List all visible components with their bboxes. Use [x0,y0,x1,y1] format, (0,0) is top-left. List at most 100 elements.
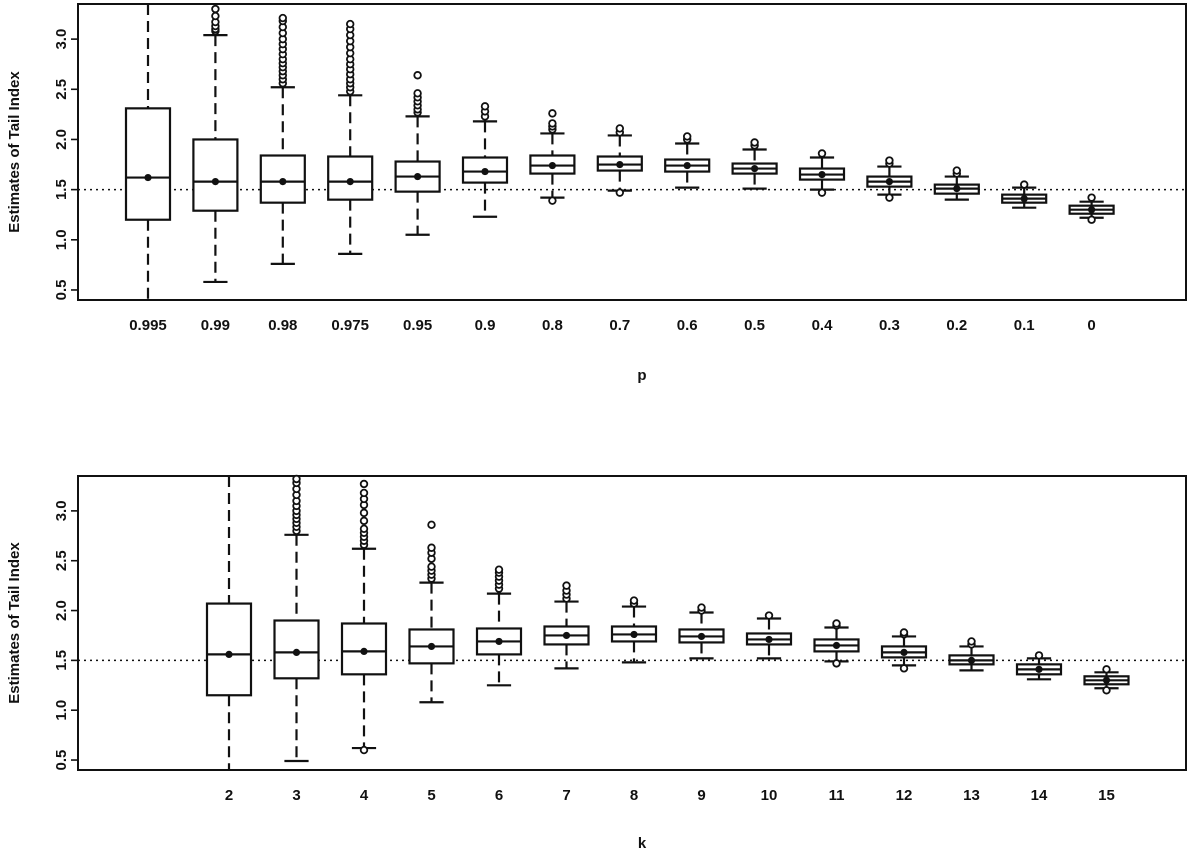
outlier-point [548,119,557,128]
y-tick-label: 3.0 [53,500,70,521]
outlier-point [548,196,557,205]
outlier-point [1034,651,1044,660]
y-axis-title: Estimates of Tail Index [6,542,23,704]
outlier-point [899,664,909,673]
x-tick-label: 2 [225,787,233,804]
outlier-point [359,488,369,498]
y-tick-label: 2.0 [53,129,70,150]
outlier-point [427,543,436,552]
mean-point [765,635,773,644]
box-0_995 [124,4,172,300]
mean-point [427,642,436,651]
mean-point [953,185,961,193]
x-tick-label: 0.9 [475,317,496,334]
plot-frame [77,475,1187,771]
mean-point [562,631,571,640]
outlier-point [885,156,894,165]
mean-point [211,178,219,186]
mean-point [1088,206,1096,214]
x-tick-label: 0.1 [1014,317,1035,334]
box-0_98 [259,13,306,265]
box-body [124,107,172,221]
outlier-point [292,474,301,484]
y-tick-label: 2.5 [53,550,70,571]
outlier-point [480,102,490,111]
outlier-point [359,479,369,489]
y-tick-label: 1.0 [53,700,70,721]
box-0_7 [596,124,643,197]
x-tick-label: 0.8 [542,317,563,334]
outlier-point [427,562,436,571]
box-body [205,602,253,697]
outlier-point [1019,180,1029,189]
mean-point [885,178,894,186]
x-tick-label: 0.99 [201,317,230,334]
outlier-point [494,565,504,574]
outlier-point [899,628,909,637]
y-tick-label: 1.0 [53,229,70,250]
x-tick-label: 0.98 [268,317,297,334]
box-8 [610,596,658,664]
outlier-point [211,4,220,14]
x-axis-title: k [638,835,647,852]
y-tick-label: 2.5 [53,79,70,100]
mean-point [346,178,354,186]
mean-point [1102,676,1111,684]
outlier-point [615,124,624,133]
box-12 [880,628,928,673]
outlier-point [952,166,961,175]
mean-point [630,630,638,639]
outlier-point [346,19,355,29]
mean-point [495,637,503,646]
x-tick-label: 11 [829,787,845,804]
x-tick-label: 12 [896,787,913,804]
box-0_95 [394,71,441,236]
box-0_5 [731,138,778,190]
x-tick-label: 13 [963,787,980,804]
mean-point [818,170,826,179]
outlier-point [1102,686,1111,695]
box-15 [1083,665,1130,695]
outlier-point [832,619,841,628]
x-tick-label: 0.995 [129,317,167,334]
box-11 [813,619,860,668]
y-tick-label: 1.5 [53,650,70,671]
box-5 [408,520,455,704]
outlier-point [1087,215,1096,224]
outlier-point [359,508,369,518]
x-tick-label: 14 [1031,787,1048,804]
box-0 [1068,193,1115,224]
plot-frame [77,3,1187,301]
box-4 [340,479,388,755]
mean-point [616,160,624,169]
y-tick-label: 0.5 [53,280,70,301]
box-3 [273,474,320,763]
box-0_6 [664,132,711,189]
box-10 [745,611,793,660]
outlier-point [1102,665,1111,674]
box-6 [475,565,523,687]
mean-point [683,161,691,170]
x-tick-label: 0.5 [744,317,765,334]
x-tick-label: 0.95 [403,317,432,334]
x-tick-label: 10 [761,787,778,804]
x-tick-label: 8 [630,787,638,804]
box-9 [678,603,725,660]
box-body [192,138,239,212]
outlier-point [1087,193,1096,202]
mean-point [751,164,759,173]
outlier-point [697,603,706,612]
x-tick-label: 5 [427,787,435,804]
outlier-point [764,611,774,620]
outlier-point [683,132,692,141]
outlier-point [359,524,369,534]
box-0_975 [327,19,374,255]
x-tick-label: 0.3 [879,317,900,334]
box-2 [205,476,253,770]
outlier-point [629,596,639,605]
x-tick-label: 0.6 [677,317,698,334]
outlier-point [211,11,220,21]
x-tick-label: 7 [562,787,570,804]
x-axis-title: p [637,367,646,384]
mean-point [144,173,152,182]
